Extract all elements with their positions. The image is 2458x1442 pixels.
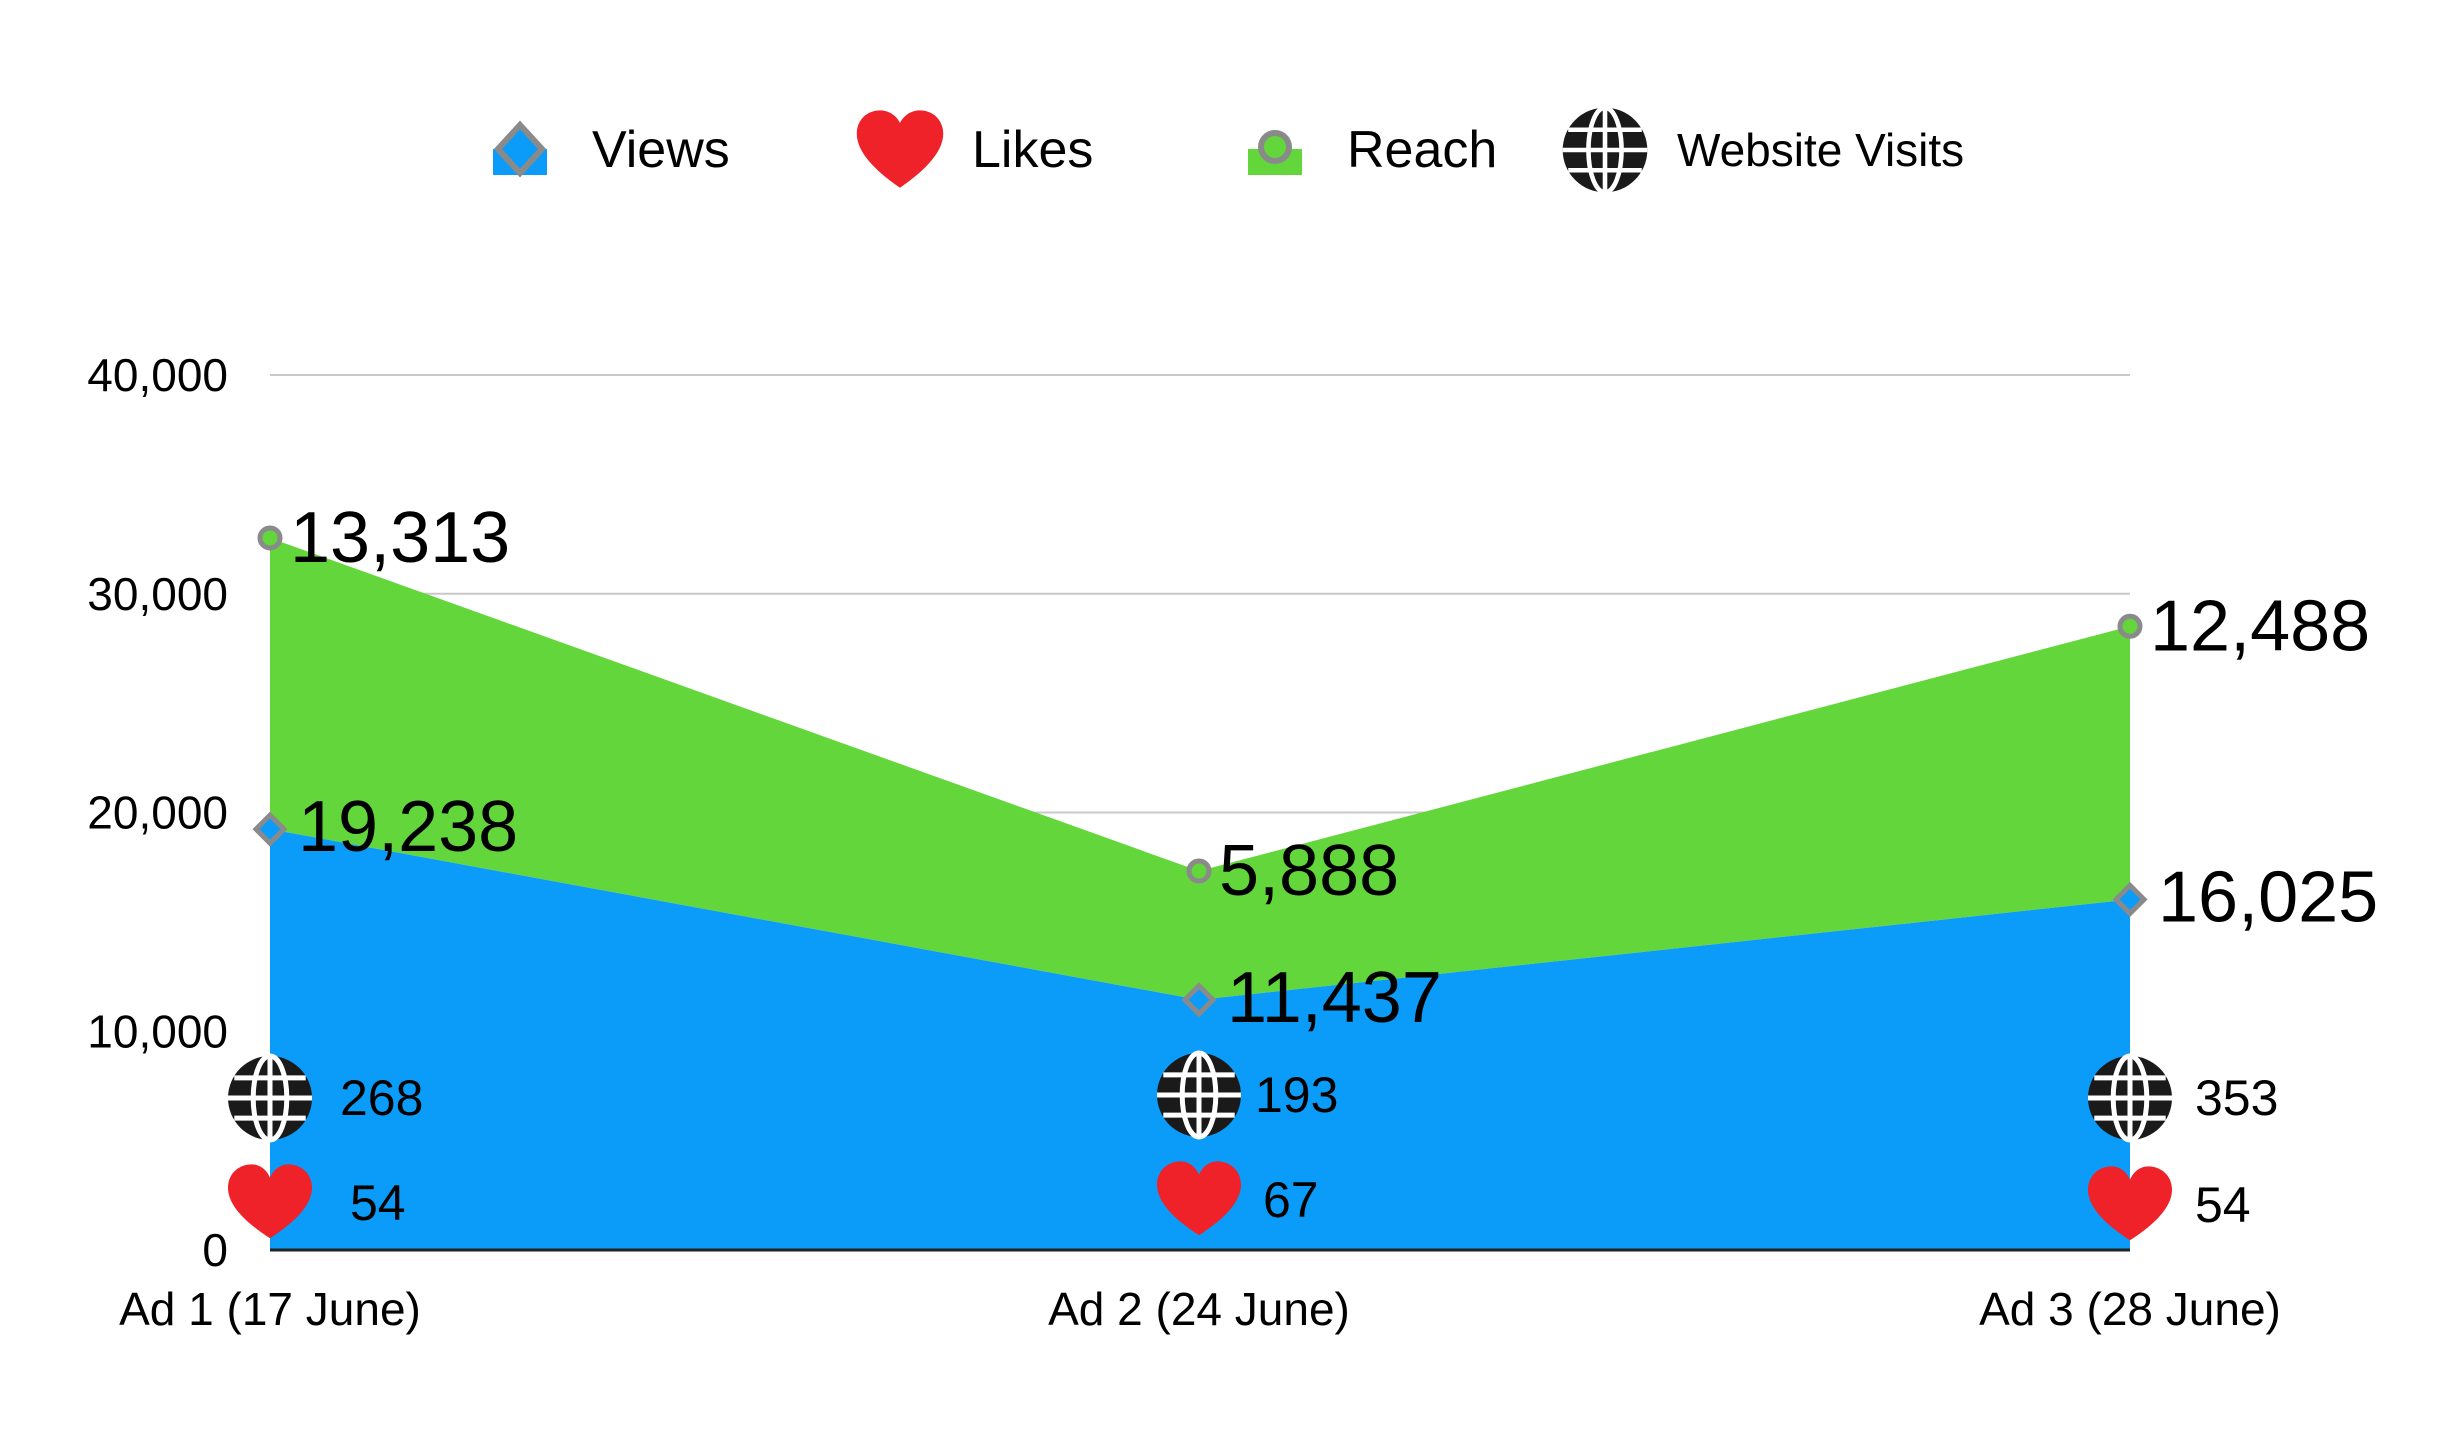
legend-label-views: Views [592,121,730,179]
heart-icon [2088,1166,2172,1241]
legend-item-views[interactable]: Views [470,95,730,205]
y-tick-label: 0 [202,1224,228,1276]
views-area [270,829,2130,1250]
views-data-label: 11,437 [1227,958,1442,1038]
reach-point [257,525,283,551]
views-point [2112,881,2148,917]
views-data-label: 19,238 [298,787,518,867]
reach-point [1186,858,1212,884]
reach-area [270,537,2130,1000]
x-tick-label: Ad 2 (24 June) [1048,1283,1350,1335]
x-tick-label: Ad 1 (17 June) [119,1283,421,1335]
y-tick-label: 30,000 [87,568,228,620]
heart-icon [228,1164,312,1239]
views-data-label: 16,025 [2158,857,2378,937]
reach-data-label: 13,313 [290,498,510,578]
website-visits-data-label: 268 [340,1070,423,1126]
legend-item-reach[interactable]: Reach [1225,95,1497,205]
legend-item-likes[interactable]: Likes [850,95,1093,205]
legend-label-reach: Reach [1347,121,1498,179]
views-point [1181,982,1217,1018]
likes-data-label: 67 [1263,1172,1319,1228]
legend: Views Likes Reach [0,0,2458,300]
likes-data-label: 54 [350,1175,406,1231]
reach-data-label: 12,488 [2150,586,2370,666]
y-tick-label: 40,000 [87,349,228,401]
reach-legend-icon [1225,100,1325,200]
reach-data-label: 5,888 [1219,831,1399,911]
legend-item-website-visits[interactable]: Website Visits [1555,95,1964,205]
legend-label-likes: Likes [972,121,1094,179]
heart-icon [1157,1161,1241,1236]
x-tick-label: Ad 3 (28 June) [1979,1283,2281,1335]
reach-point [2117,613,2143,639]
globe-icon [1555,100,1655,200]
website-visits-data-label: 193 [1255,1067,1338,1123]
y-tick-label: 10,000 [87,1005,228,1057]
likes-data-label: 54 [2195,1177,2251,1233]
legend-label-website-visits: Website Visits [1677,124,1965,176]
views-point [252,811,288,847]
heart-icon [850,100,950,200]
views-legend-icon [470,100,570,200]
website-visits-data-label: 353 [2195,1070,2278,1126]
y-tick-label: 20,000 [87,787,228,839]
